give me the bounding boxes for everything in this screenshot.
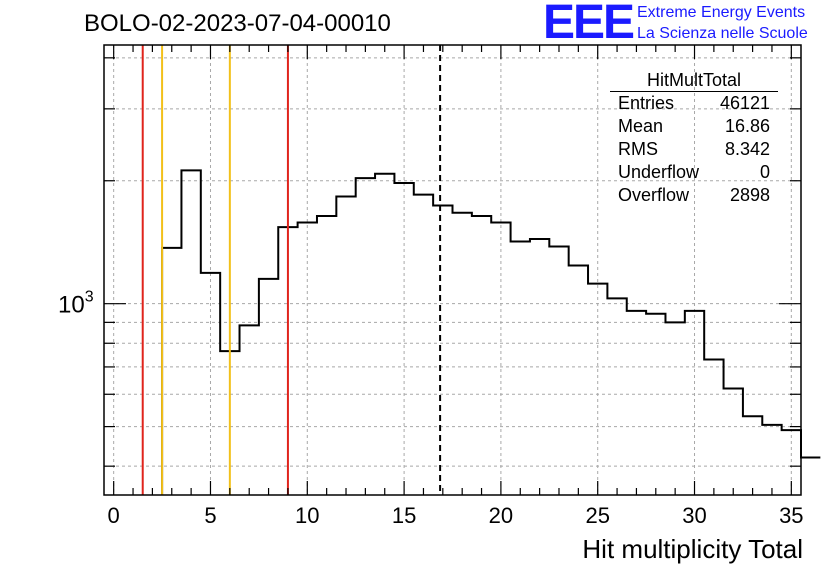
histogram-bin	[607, 298, 626, 495]
logo-caption: Extreme Energy Events La Scienza nelle S…	[637, 2, 808, 44]
histogram-bin	[685, 311, 704, 495]
x-tick-label: 30	[682, 503, 706, 528]
histogram-bin	[627, 311, 646, 495]
stats-row-underflow: Underflow 0	[610, 161, 778, 184]
x-tick-label: 15	[392, 503, 416, 528]
histogram-bin	[530, 239, 549, 495]
x-tick-label: 0	[108, 503, 120, 528]
stats-value: 2898	[730, 184, 770, 207]
x-tick-label: 20	[489, 503, 513, 528]
chart-title: BOLO-02-2023-07-04-00010	[84, 10, 391, 38]
histogram-bin	[453, 213, 472, 495]
histogram-bin	[356, 178, 375, 495]
stats-row-rms: RMS 8.342	[610, 138, 778, 161]
stats-value: 46121	[720, 92, 770, 115]
histogram-bin	[162, 248, 181, 495]
stats-value: 0	[760, 161, 770, 184]
histogram-bin	[762, 425, 781, 495]
y-tick-label: 103	[58, 289, 94, 319]
histogram-bin	[646, 314, 665, 495]
stats-label: Underflow	[618, 161, 699, 184]
x-tick-label: 25	[585, 503, 609, 528]
histogram-bin	[394, 183, 413, 495]
histogram-bin	[317, 216, 336, 495]
histogram-bin	[511, 241, 530, 495]
histogram-bin	[181, 170, 200, 495]
histogram-bin	[414, 195, 433, 495]
stats-label: RMS	[618, 138, 658, 161]
x-axis-label: Hit multiplicity Total	[582, 534, 803, 565]
histogram-bin	[549, 247, 568, 495]
stats-label: Mean	[618, 115, 663, 138]
histogram-bin	[801, 458, 820, 495]
stats-box: HitMultTotal Entries 46121 Mean 16.86 RM…	[610, 70, 778, 207]
stats-label: Entries	[618, 92, 674, 115]
histogram-bin	[298, 223, 317, 495]
logo-line-2: La Scienza nelle Scuole	[637, 23, 808, 44]
x-tick-label: 5	[204, 503, 216, 528]
histogram-bin	[433, 205, 452, 495]
histogram-bin	[491, 223, 510, 495]
histogram-bin	[724, 388, 743, 495]
histogram-bin	[259, 279, 278, 495]
x-tick-label: 10	[295, 503, 319, 528]
histogram-bin	[336, 197, 355, 495]
eee-logo: EEE	[543, 0, 633, 46]
histogram-bin	[375, 174, 394, 495]
histogram-bin	[201, 273, 220, 495]
stats-row-mean: Mean 16.86	[610, 115, 778, 138]
histogram-bin	[743, 416, 762, 495]
stats-title: HitMultTotal	[610, 70, 778, 92]
stats-row-overflow: Overflow 2898	[610, 184, 778, 207]
x-tick-label: 35	[779, 503, 803, 528]
histogram-bin	[472, 216, 491, 495]
histogram-bin	[569, 266, 588, 495]
histogram-bin	[704, 359, 723, 495]
logo-line-1: Extreme Energy Events	[637, 2, 808, 23]
stats-value: 8.342	[725, 138, 770, 161]
histogram-bin	[240, 325, 259, 495]
stats-label: Overflow	[618, 184, 689, 207]
stats-value: 16.86	[725, 115, 770, 138]
stats-row-entries: Entries 46121	[610, 92, 778, 115]
histogram-bin	[588, 284, 607, 495]
histogram-bin	[665, 322, 684, 495]
